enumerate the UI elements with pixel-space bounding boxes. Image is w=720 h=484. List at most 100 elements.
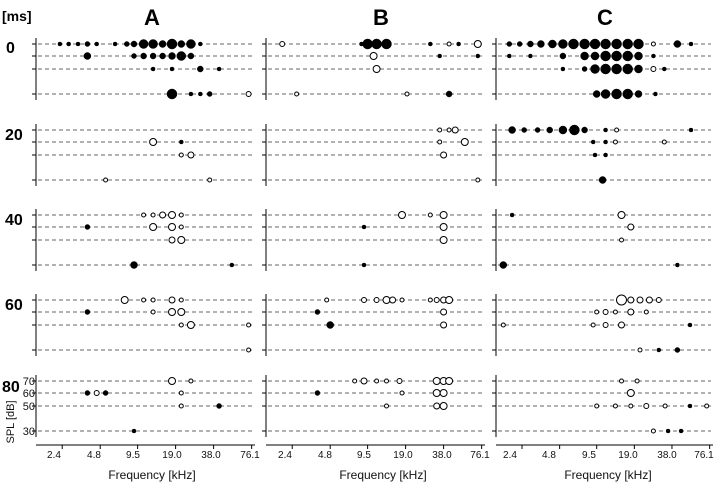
point-filled-B-60-10 — [314, 309, 321, 315]
point-open-B-20-1 — [446, 127, 452, 133]
point-open-A-40-6 — [149, 223, 158, 231]
point-filled-A-20-1 — [179, 139, 184, 145]
xtick-label-a-19.0: 19.0 — [162, 450, 182, 461]
point-open-A-20-5 — [207, 177, 213, 183]
point-filled-C-0-31 — [622, 63, 633, 75]
point-open-B-0-6 — [446, 41, 452, 47]
time-row-label-60: 60 — [5, 297, 23, 314]
point-open-A-80-3 — [93, 390, 100, 396]
point-filled-C-0-2 — [527, 40, 534, 48]
point-open-C-60-1 — [627, 296, 635, 304]
point-open-C-80-9 — [704, 403, 710, 409]
point-open-B-20-0 — [437, 127, 443, 133]
xtick-label-c-2.4: 2.4 — [503, 450, 517, 461]
point-filled-C-0-6 — [568, 38, 579, 50]
point-filled-C-0-4 — [548, 39, 557, 49]
point-open-B-20-3 — [437, 139, 443, 145]
point-filled-C-20-9 — [688, 127, 694, 133]
point-open-B-80-3 — [384, 378, 389, 384]
y-axis-title: SPL [dB] — [5, 400, 17, 443]
xtick-label-b-4.8: 4.8 — [318, 450, 332, 461]
xtick-label-b-38.0: 38.0 — [432, 450, 452, 461]
point-filled-A-40-11 — [130, 261, 138, 269]
point-filled-C-0-25 — [651, 53, 656, 59]
point-filled-A-0-18 — [149, 52, 157, 60]
point-open-A-80-0 — [168, 377, 176, 385]
point-open-A-40-9 — [168, 236, 176, 244]
point-open-C-40-1 — [617, 211, 626, 219]
point-open-C-80-10 — [650, 428, 656, 434]
point-filled-C-20-6 — [581, 126, 588, 134]
point-open-C-60-7 — [612, 309, 618, 315]
point-open-B-40-0 — [398, 211, 406, 219]
point-filled-C-0-38 — [622, 88, 633, 100]
xtick-label-a-76.1: 76.1 — [240, 450, 260, 461]
point-open-B-80-11 — [439, 389, 448, 397]
point-filled-C-20-3 — [546, 126, 553, 134]
xtick-label-a-4.8: 4.8 — [87, 450, 101, 461]
point-open-C-80-1 — [634, 378, 640, 384]
point-filled-C-20-16 — [598, 176, 607, 184]
point-filled-A-0-1 — [66, 41, 71, 47]
xtick-label-b-76.1: 76.1 — [470, 450, 490, 461]
point-open-C-60-4 — [655, 297, 662, 303]
xtick-label-a-2.4: 2.4 — [47, 450, 61, 461]
point-open-A-20-2 — [178, 152, 184, 158]
point-open-B-40-5 — [439, 236, 448, 244]
point-filled-A-0-7 — [130, 40, 138, 48]
point-filled-C-20-7 — [603, 127, 608, 133]
point-filled-A-0-19 — [159, 52, 166, 60]
point-open-C-60-9 — [643, 309, 649, 315]
point-filled-A-0-28 — [188, 91, 194, 97]
point-filled-B-0-2 — [362, 38, 373, 50]
xtick-label-c-4.8: 4.8 — [542, 450, 556, 461]
point-open-B-0-14 — [404, 91, 410, 97]
x-axis-title-a: Frequency [kHz] — [108, 468, 195, 482]
point-layer — [57, 38, 710, 434]
point-open-B-20-5 — [440, 151, 448, 159]
point-open-B-40-2 — [439, 211, 448, 219]
point-open-B-40-4 — [439, 223, 448, 231]
point-open-A-60-6 — [150, 309, 156, 315]
xtick-label-c-9.5: 9.5 — [582, 450, 596, 461]
point-open-C-0-13 — [650, 41, 656, 47]
point-open-C-60-11 — [590, 322, 596, 328]
point-filled-A-0-5 — [112, 41, 118, 47]
point-filled-C-20-0 — [508, 126, 516, 134]
point-open-C-60-5 — [594, 309, 600, 315]
point-filled-B-0-11 — [475, 53, 481, 59]
point-filled-C-0-23 — [622, 50, 633, 62]
point-open-B-20-2 — [451, 126, 459, 134]
point-open-B-80-5 — [432, 377, 441, 385]
point-filled-C-0-17 — [528, 53, 533, 59]
point-filled-C-0-15 — [688, 41, 694, 47]
point-filled-B-0-7 — [456, 41, 461, 47]
point-open-A-40-7 — [168, 223, 176, 231]
point-open-C-80-4 — [612, 403, 618, 409]
point-open-A-60-2 — [150, 297, 156, 303]
point-filled-A-0-22 — [187, 52, 195, 60]
point-filled-C-0-35 — [592, 90, 601, 98]
point-open-C-60-13 — [618, 321, 625, 329]
point-filled-B-0-3 — [371, 38, 382, 50]
point-filled-B-0-4 — [381, 38, 392, 50]
point-open-B-60-9 — [445, 296, 454, 304]
point-open-C-40-3 — [619, 237, 624, 243]
point-filled-A-0-23 — [150, 66, 156, 72]
point-filled-C-0-1 — [516, 41, 523, 47]
point-filled-A-0-24 — [169, 66, 175, 72]
point-filled-C-0-37 — [611, 88, 622, 100]
point-open-B-0-8 — [473, 40, 482, 48]
point-filled-B-60-12 — [326, 321, 334, 329]
point-filled-C-0-29 — [600, 63, 611, 75]
point-open-A-40-8 — [178, 224, 184, 230]
point-open-B-80-10 — [432, 389, 441, 397]
ytick-label-50: 50 — [23, 401, 35, 413]
point-open-B-80-0 — [352, 378, 358, 384]
xtick-label-c-76.1: 76.1 — [694, 450, 714, 461]
point-filled-C-0-7 — [579, 38, 590, 50]
point-filled-A-0-29 — [198, 91, 203, 97]
grid-layer — [32, 38, 713, 449]
point-filled-C-20-5 — [569, 124, 580, 136]
point-open-A-20-3 — [187, 151, 195, 159]
